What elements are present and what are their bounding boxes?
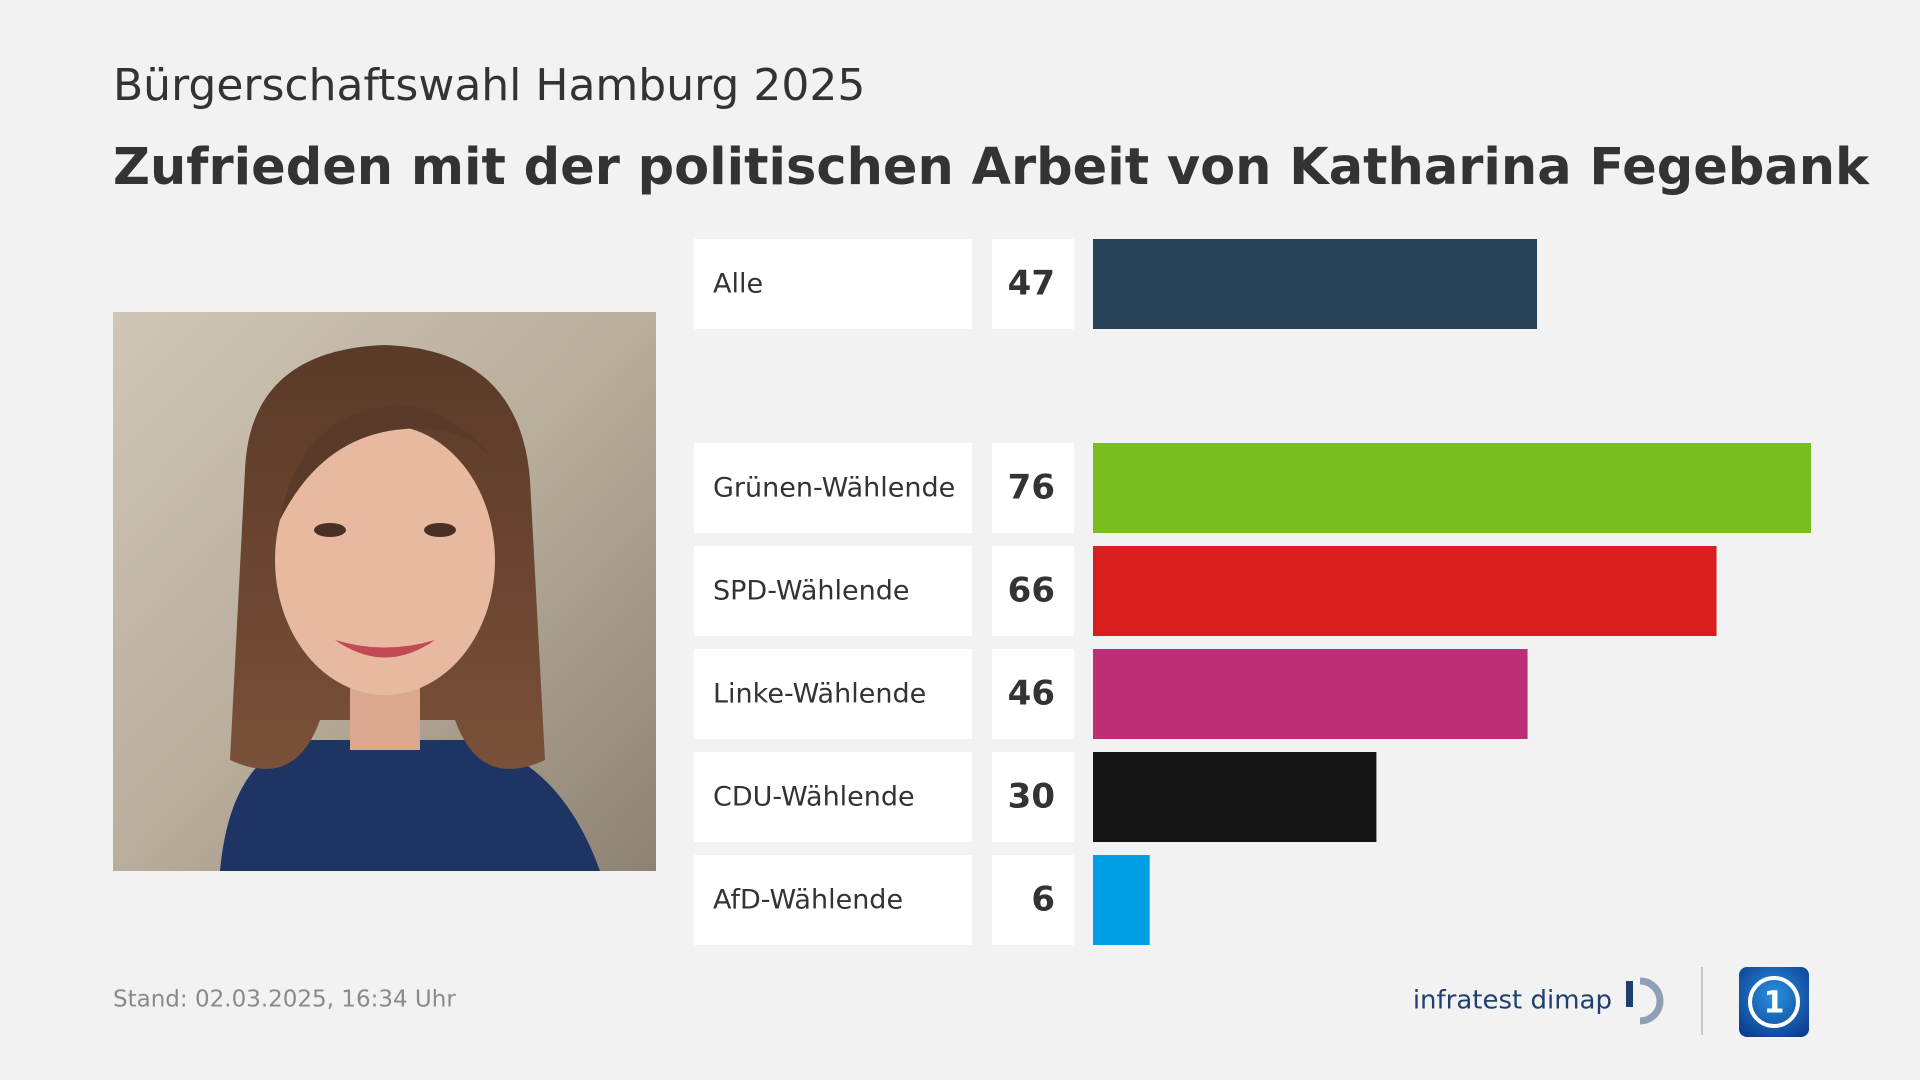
value-label: 46	[1008, 674, 1055, 714]
category-label: AfD-Wählende	[713, 885, 903, 916]
value-box	[992, 752, 1074, 842]
bar	[1093, 752, 1377, 842]
label-box	[694, 855, 972, 945]
label-box	[694, 752, 972, 842]
value-label: 47	[1008, 264, 1055, 304]
label-box	[694, 649, 972, 739]
value-label: 30	[1008, 777, 1055, 817]
svg-text:1: 1	[1764, 986, 1785, 1021]
value-box	[992, 546, 1074, 636]
title: Zufrieden mit der politischen Arbeit von…	[113, 138, 1870, 197]
bar	[1093, 546, 1717, 636]
value-box	[992, 443, 1074, 533]
value-label: 6	[1031, 880, 1055, 920]
timestamp: 02.03.2025, 16:34 Uhr	[195, 987, 456, 1013]
bar	[1093, 649, 1528, 739]
bar	[1093, 239, 1538, 329]
bar	[1093, 443, 1811, 533]
category-label: Grünen-Wählende	[713, 473, 955, 504]
value-label: 76	[1008, 468, 1055, 508]
label-box	[694, 443, 972, 533]
stand-label: Stand:	[113, 987, 188, 1013]
label-box	[694, 546, 972, 636]
value-label: 66	[1008, 571, 1055, 611]
value-box	[992, 239, 1074, 329]
category-label: SPD-Wählende	[713, 576, 909, 607]
brand-logo	[1626, 977, 1664, 1025]
subtitle: Bürgerschaftswahl Hamburg 2025	[113, 60, 865, 111]
value-box	[992, 649, 1074, 739]
category-label: Linke-Wählende	[713, 679, 926, 710]
category-label: Alle	[713, 269, 763, 300]
bar	[1093, 855, 1150, 945]
category-label: CDU-Wählende	[713, 782, 915, 813]
value-box	[992, 855, 1074, 945]
label-box	[694, 239, 972, 329]
ard-logo: 1	[1739, 967, 1809, 1037]
portrait-photo	[113, 312, 656, 871]
brand: infratest dimap	[1413, 986, 1612, 1016]
